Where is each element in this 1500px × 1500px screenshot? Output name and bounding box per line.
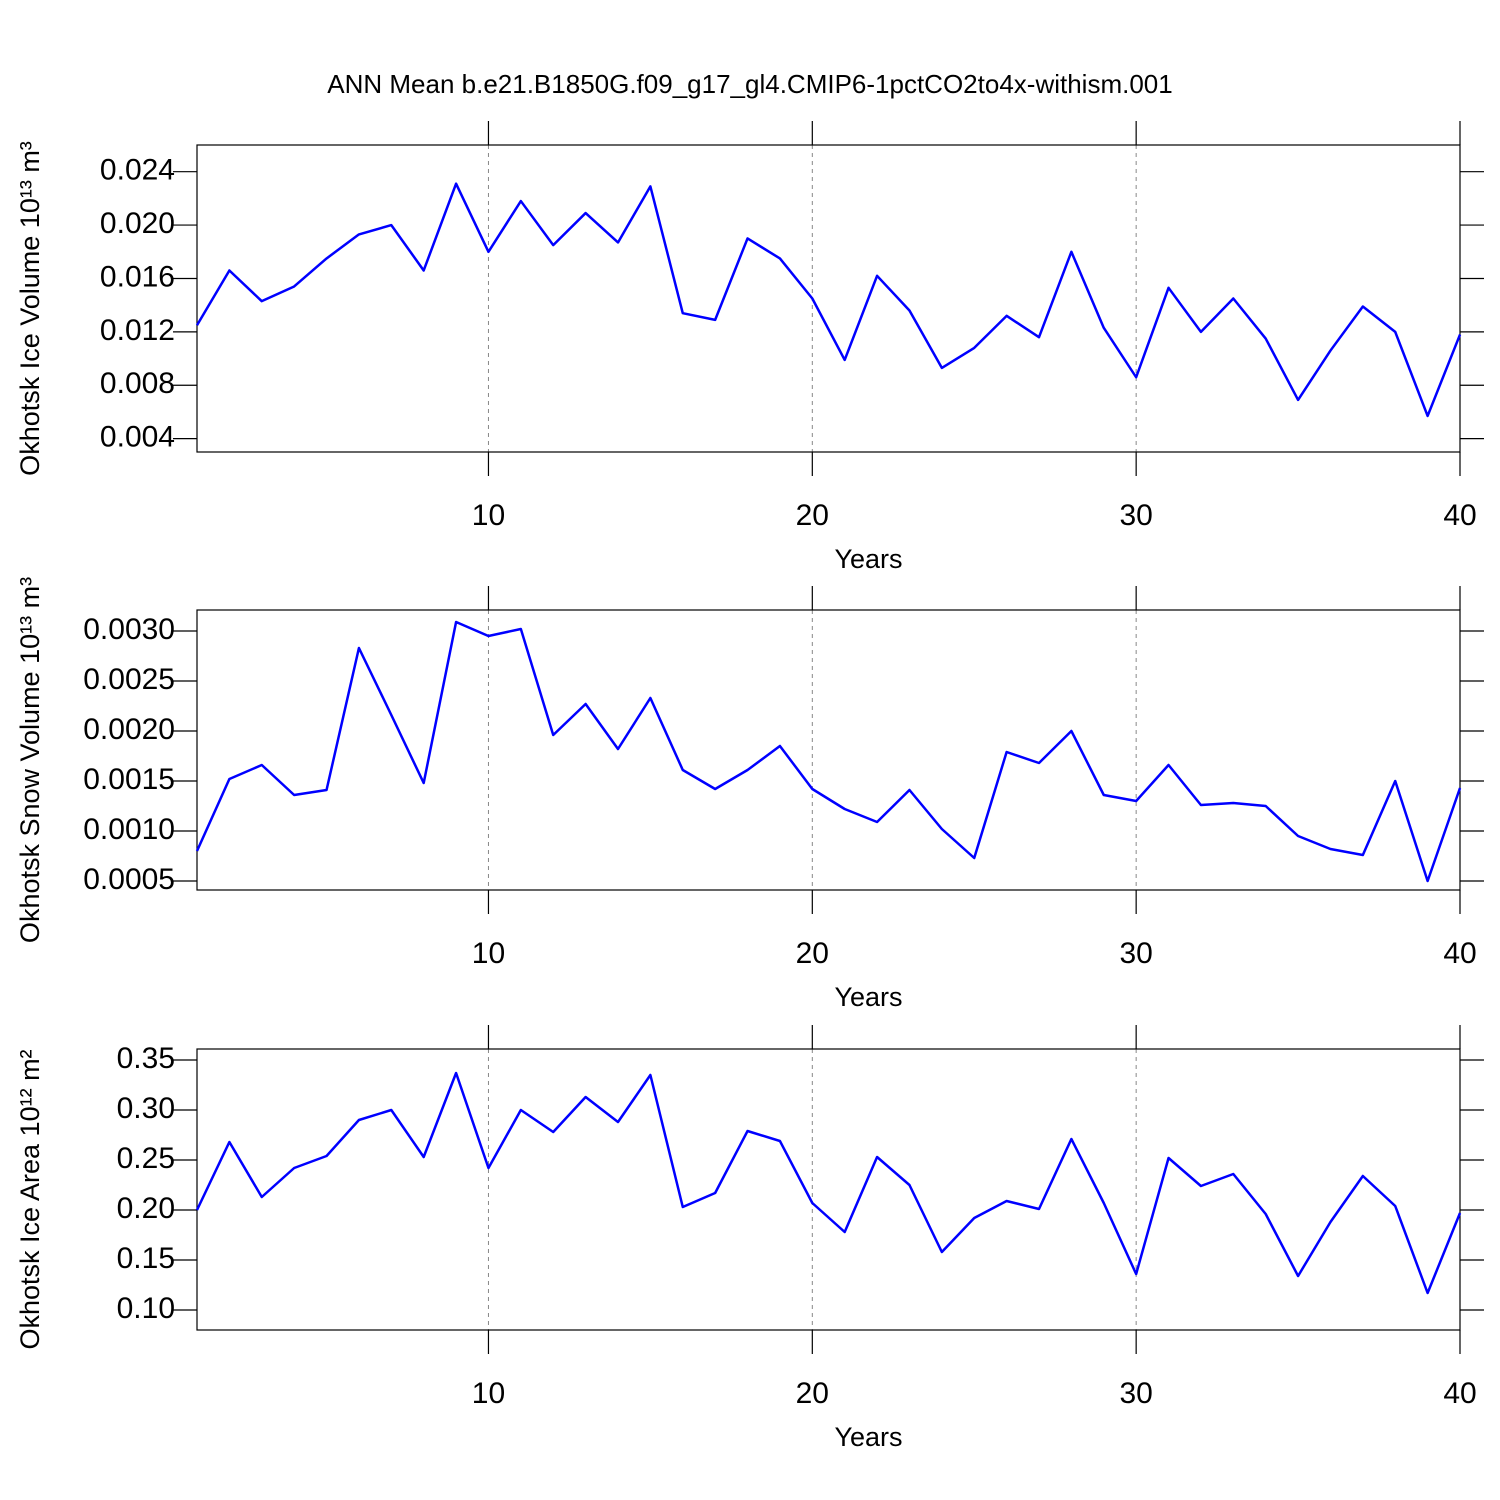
x-tick-label: 30 xyxy=(1119,499,1152,532)
x-tick-label: 30 xyxy=(1119,1377,1152,1410)
y-tick-label: 0.0005 xyxy=(83,863,175,896)
x-tick-label: 20 xyxy=(796,499,829,532)
x-tick-label: 30 xyxy=(1119,937,1152,970)
y-axis-label: Okhotsk Ice Volume 10¹³ m³ xyxy=(15,141,45,476)
x-axis-label: Years xyxy=(834,1422,902,1452)
y-tick-label: 0.012 xyxy=(100,314,175,347)
y-tick-label: 0.016 xyxy=(100,260,175,293)
x-tick-label: 10 xyxy=(472,499,505,532)
y-tick-label: 0.20 xyxy=(117,1192,175,1225)
y-axis-label: Okhotsk Ice Area 10¹² m² xyxy=(15,1049,45,1349)
x-tick-label: 40 xyxy=(1443,499,1476,532)
plot-frame xyxy=(196,609,1461,891)
y-tick-label: 0.004 xyxy=(100,421,175,454)
y-tick-label: 0.0020 xyxy=(83,713,175,746)
x-tick-label: 10 xyxy=(472,1377,505,1410)
x-tick-label: 40 xyxy=(1443,1377,1476,1410)
x-tick-label: 20 xyxy=(796,937,829,970)
y-tick-label: 0.0015 xyxy=(83,763,175,796)
y-tick-label: 0.0010 xyxy=(83,813,175,846)
data-line xyxy=(195,182,1462,418)
x-tick-label: 20 xyxy=(796,1377,829,1410)
y-tick-label: 0.0025 xyxy=(83,663,175,696)
data-line xyxy=(195,1071,1462,1295)
plot-frame xyxy=(196,1048,1461,1331)
plot-frame xyxy=(196,144,1461,453)
y-tick-label: 0.024 xyxy=(100,154,175,187)
y-tick-label: 0.008 xyxy=(100,367,175,400)
y-axis-label: Okhotsk Snow Volume 10¹³ m³ xyxy=(15,577,45,943)
y-tick-label: 0.35 xyxy=(117,1042,175,1075)
y-tick-label: 0.30 xyxy=(117,1092,175,1125)
y-tick-label: 0.10 xyxy=(117,1292,175,1325)
x-axis-label: Years xyxy=(834,982,902,1012)
y-tick-label: 0.15 xyxy=(117,1242,175,1275)
x-tick-label: 10 xyxy=(472,937,505,970)
y-tick-label: 0.0030 xyxy=(83,613,175,646)
y-tick-label: 0.25 xyxy=(117,1142,175,1175)
figure-title: ANN Mean b.e21.B1850G.f09_g17_gl4.CMIP6-… xyxy=(327,69,1172,99)
y-tick-label: 0.020 xyxy=(100,207,175,240)
x-axis-label: Years xyxy=(834,544,902,574)
data-line xyxy=(195,620,1462,883)
x-tick-label: 40 xyxy=(1443,937,1476,970)
